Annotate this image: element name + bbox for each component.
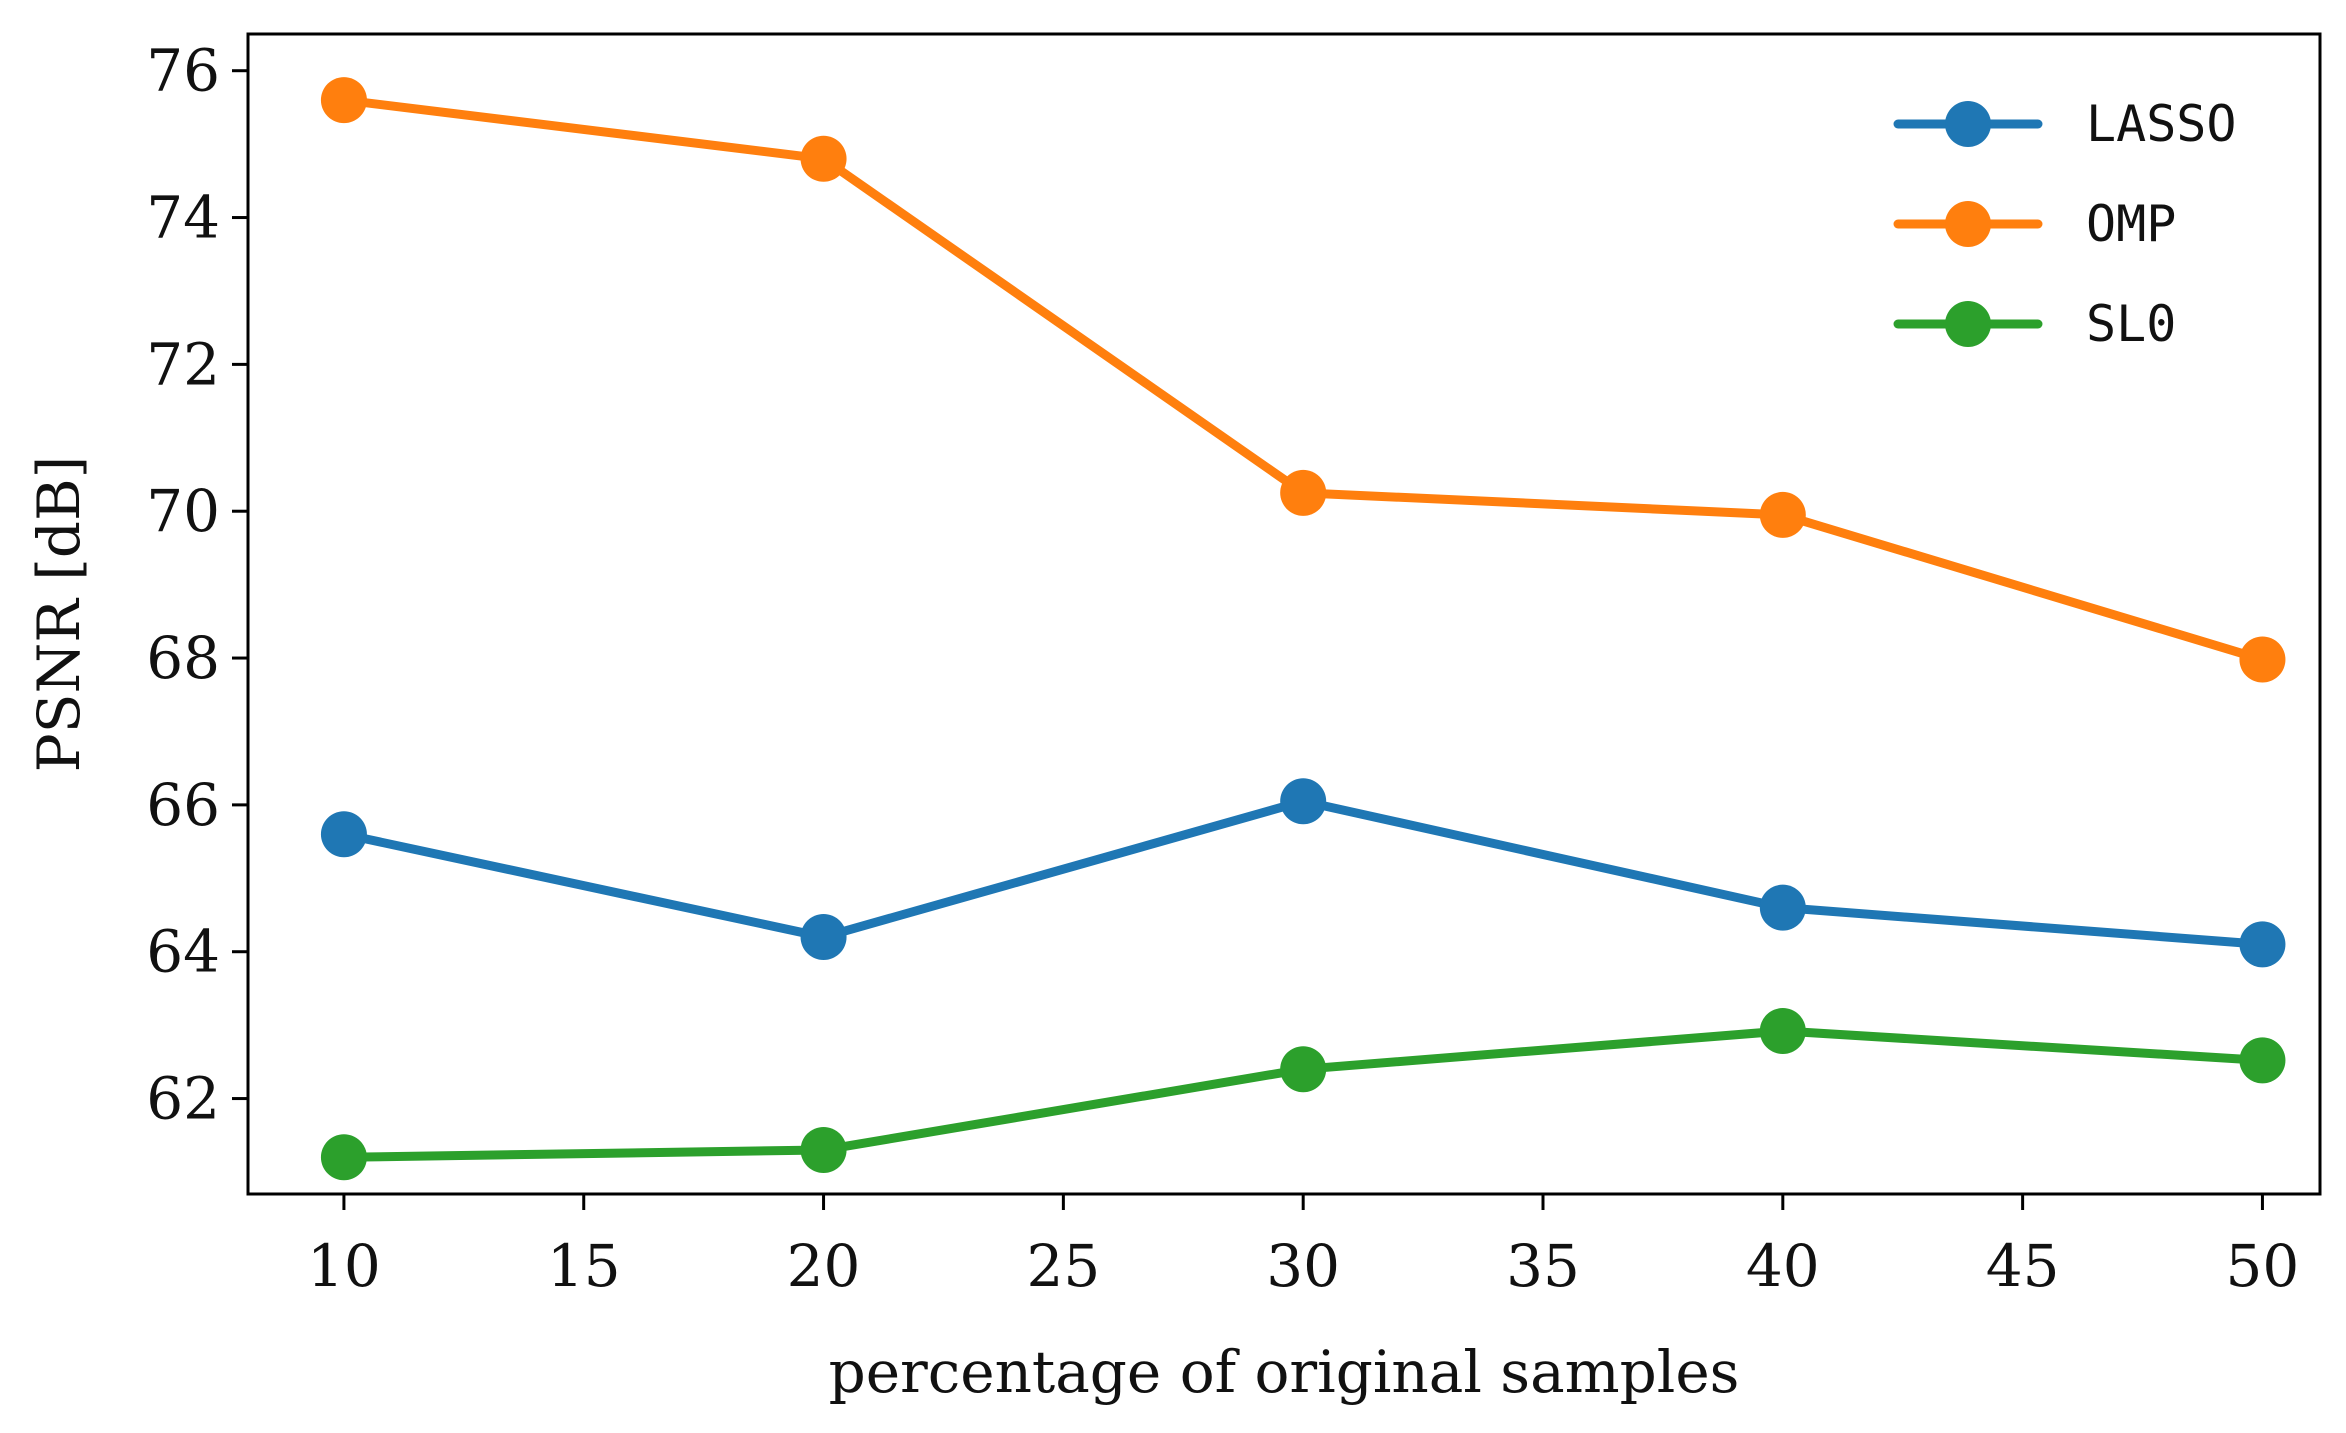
data-point-sl0: [800, 1126, 847, 1173]
y-tick-label: 68: [146, 624, 220, 692]
data-point-sl0: [320, 1134, 367, 1181]
data-point-omp: [1759, 491, 1806, 538]
series-line-omp: [339, 95, 2267, 665]
y-tick-label: 72: [146, 330, 220, 398]
legend-marker-lasso: [1945, 101, 1991, 147]
y-tick-label: 64: [146, 918, 220, 986]
data-point-omp: [320, 77, 367, 124]
legend: LASSO OMP SL0: [1893, 95, 2237, 353]
plot-area-frame: [246, 32, 2322, 1196]
y-tick-label: 62: [146, 1065, 220, 1133]
series-layer: [320, 77, 2286, 1181]
data-point-lasso: [2239, 921, 2286, 968]
legend-label-sl0: SL0: [2086, 295, 2176, 353]
legend-label-omp: OMP: [2086, 195, 2176, 253]
data-point-omp: [1280, 469, 1327, 516]
x-tick-label: 25: [1026, 1232, 1100, 1300]
x-tick-label: 35: [1506, 1232, 1580, 1300]
legend-marker-sl0: [1945, 301, 1991, 347]
data-point-omp: [2239, 636, 2286, 683]
legend-label-lasso: LASSO: [2086, 95, 2237, 153]
data-point-sl0: [1759, 1008, 1806, 1055]
y-tick-label: 74: [146, 184, 220, 252]
data-point-sl0: [2239, 1037, 2286, 1084]
x-tick-label: 40: [1746, 1232, 1820, 1300]
data-point-lasso: [320, 811, 367, 858]
y-axis-label: PSNR [dB]: [25, 456, 93, 773]
x-tick-label: 45: [1986, 1232, 2060, 1300]
x-axis-label: percentage of original samples: [829, 1338, 1740, 1406]
data-point-lasso: [1759, 884, 1806, 931]
y-axis-ticks: 62 64 66 68 70 72 74 76: [146, 37, 248, 1133]
y-tick-label: 66: [146, 771, 220, 839]
y-tick-label: 76: [146, 37, 220, 105]
x-tick-label: 15: [547, 1232, 621, 1300]
x-tick-label: 50: [2226, 1232, 2300, 1300]
data-point-lasso: [800, 914, 847, 961]
legend-marker-omp: [1945, 201, 1991, 247]
x-axis-ticks: 10 15 20 25 30 35 40 45 50: [307, 1194, 2299, 1300]
data-point-lasso: [1280, 778, 1327, 825]
x-tick-label: 10: [307, 1232, 381, 1300]
y-tick-label: 70: [146, 477, 220, 545]
x-tick-label: 30: [1266, 1232, 1340, 1300]
x-tick-label: 20: [787, 1232, 861, 1300]
data-point-omp: [800, 135, 847, 182]
data-point-sl0: [1280, 1046, 1327, 1093]
